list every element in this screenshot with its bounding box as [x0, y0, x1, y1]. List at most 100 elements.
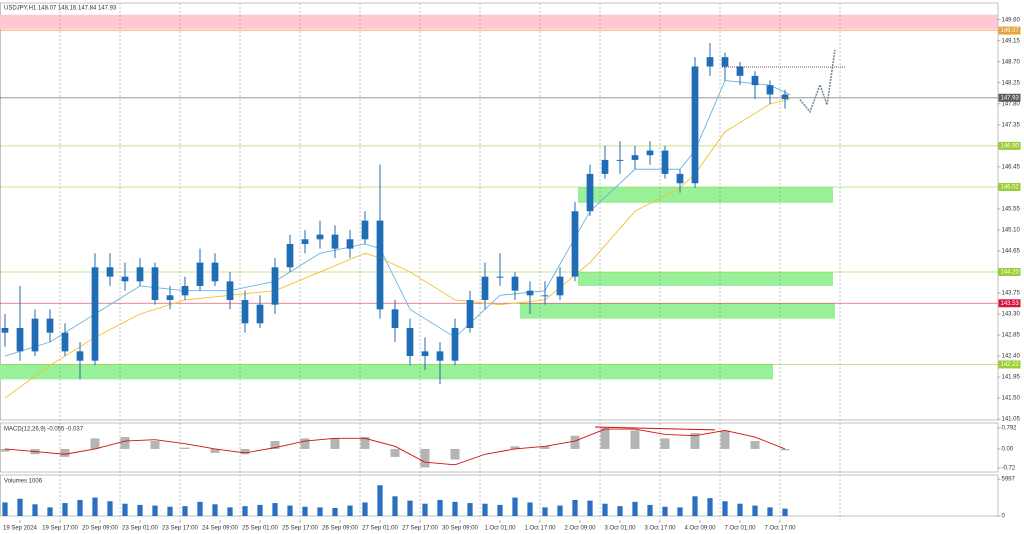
- y-tick-label: 141.95: [1002, 375, 1021, 381]
- macd-bar: [570, 435, 580, 449]
- y-tick-label: 148.70: [1002, 59, 1021, 65]
- macd-bar: [420, 448, 430, 468]
- signal-line: [4, 428, 786, 466]
- candle-body: [91, 267, 99, 361]
- y-tick-label: 144.65: [1002, 249, 1021, 255]
- zone: [0, 363, 773, 380]
- level-tag: [998, 93, 1021, 102]
- macd-bar: [0, 448, 10, 452]
- candle-body: [286, 243, 294, 268]
- x-tick-label: 20 Sep 09:00: [82, 526, 118, 532]
- candle-body: [601, 159, 609, 174]
- x-tick-label: 23 Sep 17:00: [162, 526, 198, 532]
- y-tick-label: 143.30: [1002, 312, 1021, 318]
- candle-body: [31, 318, 39, 352]
- zone: [578, 186, 833, 203]
- candle-body: [571, 211, 579, 277]
- x-tick-label: 25 Sep 17:00: [282, 526, 318, 532]
- x-tick-label: 23 Sep 01:00: [122, 526, 158, 532]
- candle-body: [706, 57, 714, 67]
- volume-bar: [782, 508, 788, 516]
- y-tick-label: 147.80: [1002, 101, 1021, 107]
- candle-body: [76, 351, 84, 361]
- candle-body: [496, 276, 504, 278]
- level-label: 146.90: [1001, 143, 1020, 149]
- candle-body: [631, 155, 639, 160]
- macd-bar: [360, 437, 370, 449]
- y-tick-label: -0.72: [1002, 466, 1016, 472]
- candle-body: [781, 94, 789, 100]
- y-tick-label: 147.35: [1002, 122, 1021, 128]
- level-label: 146.02: [1001, 185, 1020, 191]
- level-label: 144.20: [1001, 270, 1020, 276]
- candle-body: [466, 299, 474, 329]
- candle-body: [616, 159, 624, 161]
- volume-bar: [257, 504, 263, 516]
- volume-bar: [572, 500, 578, 516]
- candle-body: [301, 239, 309, 244]
- candle-body: [271, 267, 279, 305]
- volume-bar: [512, 497, 518, 516]
- candle-body: [421, 351, 429, 357]
- y-tick-label: 0.00: [1002, 447, 1014, 453]
- candle-body: [526, 290, 534, 296]
- candle-body: [181, 285, 189, 296]
- volume-bar: [542, 507, 548, 516]
- candle-body: [691, 66, 699, 184]
- macd-bar: [60, 448, 70, 457]
- macd-bar: [300, 438, 310, 449]
- candle-body: [406, 328, 414, 357]
- y-tick-label: 141.50: [1002, 396, 1021, 402]
- x-tick-label: 2 Oct 09:00: [564, 526, 596, 532]
- volume-bar: [452, 501, 458, 516]
- macd-bar: [330, 438, 340, 449]
- y-tick-label: 149.60: [1002, 17, 1021, 23]
- macd-bar: [600, 427, 610, 449]
- y-tick-label: 142.40: [1002, 354, 1021, 360]
- volume-bar: [62, 503, 68, 516]
- x-tick-label: 3 Oct 01:00: [604, 526, 636, 532]
- volume-bar: [47, 507, 53, 516]
- volume-bar: [752, 505, 758, 516]
- candle-body: [361, 220, 369, 240]
- candle-body: [166, 295, 174, 300]
- macd-bar: [90, 438, 100, 449]
- candle-body: [1, 328, 9, 333]
- candle-body: [241, 299, 249, 324]
- macd-bar: [510, 446, 520, 449]
- volume-bar: [647, 504, 653, 516]
- candle-body: [676, 173, 684, 184]
- volume-bar: [182, 506, 188, 516]
- macd-bar: [690, 433, 700, 449]
- volume-bar: [317, 507, 323, 516]
- x-tick-label: 24 Sep 09:00: [202, 526, 238, 532]
- volume-bar: [197, 501, 203, 516]
- macd-bar: [780, 448, 790, 451]
- x-tick-label: 4 Oct 09:00: [684, 526, 716, 532]
- volume-bar: [287, 505, 293, 516]
- volume-bar: [227, 507, 233, 516]
- x-tick-label: 25 Sep 01:00: [242, 526, 278, 532]
- volume-bar: [347, 505, 353, 516]
- candle-body: [556, 276, 564, 296]
- volume-bar: [302, 506, 308, 516]
- volume-bar: [662, 506, 668, 516]
- x-tick-label: 7 Oct 01:00: [724, 526, 756, 532]
- level-label: 142.22: [1001, 362, 1020, 368]
- zone: [520, 303, 835, 319]
- x-tick-label: 1 Oct 17:00: [524, 526, 556, 532]
- volume-bar: [242, 506, 248, 516]
- candle-body: [481, 276, 489, 300]
- volume-bar: [377, 485, 383, 516]
- candle-body: [16, 328, 24, 352]
- zone: [0, 14, 998, 30]
- x-tick-label: 19 Sep 17:00: [42, 526, 78, 532]
- volume-bar: [527, 502, 533, 516]
- volume-bar: [632, 501, 638, 516]
- volume-bar: [212, 504, 218, 516]
- y-tick-label: 145.10: [1002, 228, 1021, 234]
- volume-bar: [392, 496, 398, 516]
- volume-bar: [152, 505, 158, 516]
- candle-body: [211, 262, 219, 282]
- volume-bar: [737, 503, 743, 516]
